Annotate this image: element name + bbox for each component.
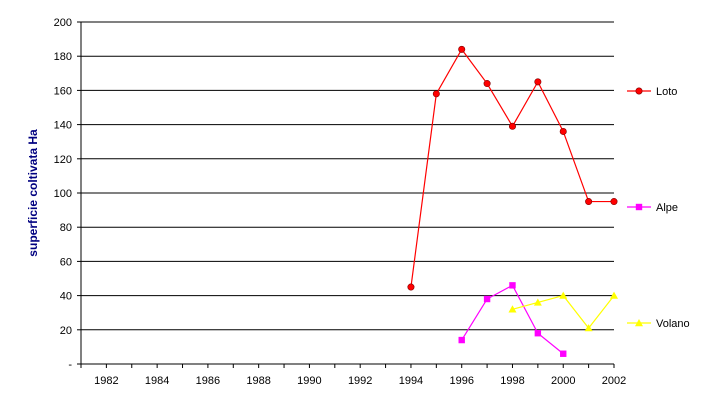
data-point-loto bbox=[458, 45, 466, 53]
data-point-alpe bbox=[458, 336, 465, 344]
y-tick-label: 180 bbox=[54, 51, 72, 63]
y-tick-label: 120 bbox=[54, 154, 72, 166]
legend-label-volano: Volano bbox=[656, 318, 690, 330]
data-point-loto bbox=[407, 283, 415, 291]
y-axis-label: superficie coltivata Ha bbox=[26, 129, 40, 257]
y-tick-label: - bbox=[68, 359, 72, 371]
x-tick-labels: 1982 1984 1986 1988 1990 1992 1994 1996 1998 2000… bbox=[94, 375, 626, 387]
y-tick-label: 140 bbox=[54, 120, 72, 132]
y-tick-label: 60 bbox=[60, 256, 72, 268]
legend-marker-alpe bbox=[635, 203, 643, 211]
y-tick-label: 200 bbox=[54, 17, 72, 29]
series-layer bbox=[407, 45, 618, 357]
data-point-volano bbox=[610, 291, 618, 299]
legend-marker-volano bbox=[635, 319, 643, 327]
data-point-volano bbox=[559, 291, 568, 299]
data-point-loto bbox=[610, 198, 618, 206]
y-tick-label: 160 bbox=[54, 85, 72, 97]
axes bbox=[77, 21, 615, 368]
x-tick-label: 1988 bbox=[246, 375, 270, 387]
x-tick-label: 1992 bbox=[348, 375, 372, 387]
legend-label-loto: Loto bbox=[656, 86, 677, 98]
x-tick-label: 1990 bbox=[297, 375, 321, 387]
data-point-loto bbox=[508, 122, 516, 130]
series-line-volano bbox=[512, 294, 615, 330]
y-tick-label: 40 bbox=[60, 291, 72, 303]
y-tick-label: 20 bbox=[60, 325, 72, 337]
x-tick-label: 1982 bbox=[94, 375, 118, 387]
data-point-loto bbox=[483, 80, 491, 88]
data-point-loto bbox=[585, 198, 593, 206]
data-point-volano bbox=[508, 305, 517, 313]
x-tick-label: 2000 bbox=[551, 375, 575, 387]
data-point-volano bbox=[533, 298, 542, 306]
y-tick-label: 80 bbox=[60, 222, 72, 234]
legend: Loto Alpe Volano bbox=[627, 86, 690, 330]
y-tick-label: 100 bbox=[54, 188, 72, 200]
data-point-alpe bbox=[534, 330, 542, 337]
data-point-alpe bbox=[560, 350, 567, 357]
data-point-alpe bbox=[483, 295, 491, 303]
series-line-loto bbox=[410, 48, 614, 288]
gridlines bbox=[81, 21, 614, 331]
data-point-alpe bbox=[509, 282, 516, 289]
data-point-loto bbox=[432, 90, 440, 98]
x-tick-label: 2002 bbox=[602, 375, 626, 387]
x-tick-label: 1986 bbox=[196, 375, 220, 387]
legend-label-alpe: Alpe bbox=[656, 202, 678, 214]
y-tick-labels: - 20 40 60 80 100 120 140 160 180 200 bbox=[54, 17, 73, 371]
x-tick-label: 1998 bbox=[500, 375, 524, 387]
x-tick-label: 1994 bbox=[399, 375, 423, 387]
legend-marker-loto bbox=[635, 87, 643, 95]
data-point-volano bbox=[584, 324, 593, 332]
data-point-loto bbox=[534, 78, 542, 86]
data-point-loto bbox=[559, 127, 567, 135]
x-tick-label: 1984 bbox=[145, 375, 169, 387]
x-tick-label: 1996 bbox=[449, 375, 473, 387]
